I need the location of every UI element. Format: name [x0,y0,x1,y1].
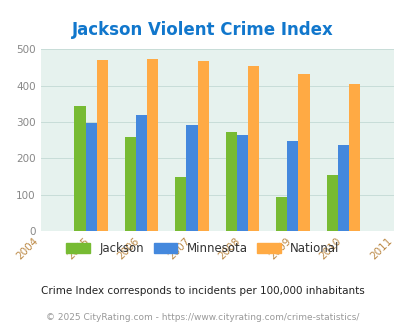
Bar [96,60,107,231]
Text: © 2025 CityRating.com - https://www.cityrating.com/crime-statistics/: © 2025 CityRating.com - https://www.city… [46,313,359,322]
Bar [337,145,348,231]
Bar [147,59,158,231]
Bar [74,106,85,231]
Bar [125,137,136,231]
Bar [348,84,359,231]
Text: Jackson Violent Crime Index: Jackson Violent Crime Index [72,21,333,39]
Bar [175,177,186,231]
Text: Crime Index corresponds to incidents per 100,000 inhabitants: Crime Index corresponds to incidents per… [41,286,364,296]
Bar [236,135,247,231]
Bar [225,132,236,231]
Legend: Jackson, Minnesota, National: Jackson, Minnesota, National [62,237,343,260]
Bar [197,61,208,231]
Bar [326,176,337,231]
Bar [186,125,197,231]
Bar [136,115,147,231]
Bar [287,141,298,231]
Bar [85,123,96,231]
Bar [247,66,258,231]
Bar [275,196,287,231]
Bar [298,74,309,231]
